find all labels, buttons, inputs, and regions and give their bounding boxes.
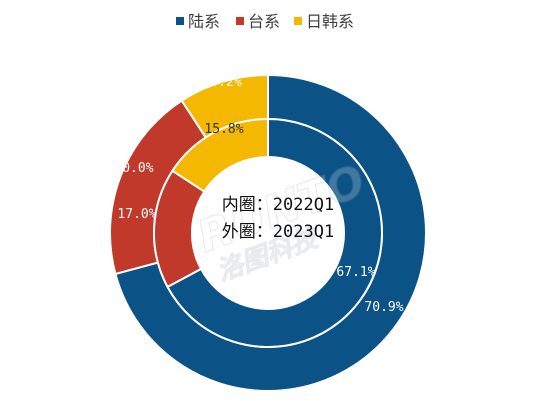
inner-data-label-1: 17.0% — [117, 207, 156, 222]
legend: 陆系 台系 日韩系 — [176, 12, 354, 31]
legend-swatch-1 — [236, 17, 244, 25]
outer-data-label-2: 9.2% — [210, 75, 241, 90]
inner-slice-2 — [171, 117, 269, 193]
inner-data-label-0: 67.1% — [336, 265, 375, 280]
inner-ring — [153, 117, 383, 348]
legend-label-1: 台系 — [248, 12, 280, 31]
inner-data-label-2: 15.8% — [204, 122, 243, 137]
center-label-outer: 外圈：2023Q1 — [222, 222, 334, 242]
legend-swatch-2 — [294, 17, 302, 25]
center-label-inner: 内圈：2022Q1 — [222, 195, 334, 215]
inner-slice-0 — [166, 117, 383, 348]
legend-swatch-0 — [176, 17, 184, 25]
legend-label-0: 陆系 — [188, 12, 220, 31]
outer-data-label-0: 70.9% — [364, 300, 403, 315]
legend-label-2: 日韩系 — [306, 12, 354, 31]
data-labels: 67.1% 17.0% 15.8% 70.9% 20.0% 9.2% — [114, 75, 403, 315]
outer-data-label-1: 20.0% — [114, 161, 153, 176]
